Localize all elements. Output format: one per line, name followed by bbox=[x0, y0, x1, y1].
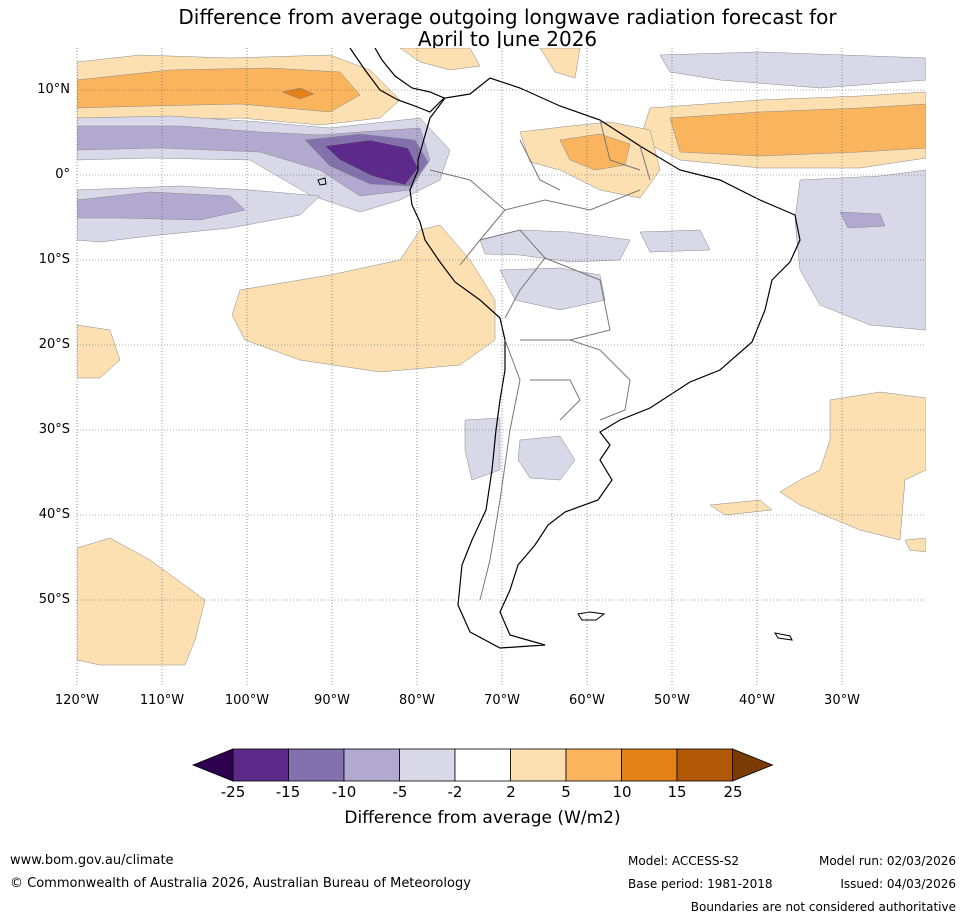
lat-label: 20°S bbox=[38, 337, 70, 352]
lon-label: 90°W bbox=[314, 693, 350, 708]
colorbar-segment bbox=[399, 748, 456, 782]
positive-anomaly-region bbox=[904, 537, 926, 553]
positive-anomaly-region bbox=[231, 224, 496, 373]
colorbar-segment bbox=[232, 748, 289, 782]
colorbar-segment bbox=[510, 748, 567, 782]
copyright-text: © Commonwealth of Australia 2026, Austra… bbox=[10, 876, 471, 891]
negative-anomaly-region bbox=[77, 191, 246, 221]
colorbar-max-arrow bbox=[732, 748, 774, 782]
lon-label: 110°W bbox=[139, 693, 185, 708]
positive-anomaly-region bbox=[669, 103, 926, 157]
lat-label: 30°S bbox=[38, 422, 70, 437]
positive-anomaly-region bbox=[399, 48, 481, 71]
issued-date: Issued: 04/03/2026 bbox=[840, 877, 956, 891]
site-url: www.bom.gov.au/climate bbox=[10, 853, 174, 868]
model-run-date: Model run: 02/03/2026 bbox=[818, 854, 956, 868]
lat-label: 40°S bbox=[38, 507, 70, 522]
colorbar-tick: -2 bbox=[447, 783, 463, 801]
colorbar-label: Difference from average (W/m2) bbox=[344, 808, 621, 828]
positive-anomaly-region bbox=[539, 48, 581, 79]
colorbar-tick: -10 bbox=[331, 783, 357, 801]
country-borders bbox=[429, 119, 651, 601]
lon-label: 70°W bbox=[484, 693, 520, 708]
colorbar-tick: 5 bbox=[561, 783, 571, 801]
negative-anomaly-region bbox=[659, 51, 926, 89]
south-america-coastline bbox=[409, 77, 801, 649]
negative-anomaly-region bbox=[639, 229, 711, 253]
positive-anomaly-region bbox=[779, 391, 926, 541]
colorbar-tick: 15 bbox=[667, 783, 687, 801]
positive-anomaly-region bbox=[77, 324, 121, 379]
colorbar-min-arrow bbox=[191, 748, 234, 782]
colorbar-tick: -5 bbox=[392, 783, 408, 801]
colorbar-tick: -25 bbox=[220, 783, 246, 801]
map-gridlines bbox=[76, 48, 926, 686]
central-america-coastline bbox=[349, 48, 446, 113]
lat-label: 10°S bbox=[38, 252, 70, 267]
lat-label: 0° bbox=[55, 167, 70, 182]
colorbar-tick: -15 bbox=[275, 783, 301, 801]
positive-anomaly-region bbox=[77, 537, 206, 666]
lon-label: 40°W bbox=[739, 693, 775, 708]
map-title-line1: Difference from average outgoing longwav… bbox=[178, 5, 837, 29]
lon-label: 100°W bbox=[224, 693, 270, 708]
south-georgia-island bbox=[773, 632, 793, 641]
colorbar-segment bbox=[343, 748, 400, 782]
colorbar-segment bbox=[454, 748, 511, 782]
positive-anomaly-region bbox=[281, 87, 315, 100]
negative-anomaly-region bbox=[464, 417, 501, 481]
positive-anomaly-region bbox=[709, 499, 773, 516]
lon-label: 50°W bbox=[654, 693, 690, 708]
colorbar-tick: 25 bbox=[723, 783, 743, 801]
boundaries-disclaimer: Boundaries are not considered authoritat… bbox=[690, 900, 956, 914]
lon-label: 120°W bbox=[54, 693, 100, 708]
base-period: Base period: 1981-2018 bbox=[628, 877, 773, 891]
colorbar-segment bbox=[676, 748, 733, 782]
colorbar-segment bbox=[621, 748, 678, 782]
lat-label: 50°S bbox=[38, 592, 70, 607]
anomaly-shading bbox=[77, 48, 926, 666]
galapagos-islands bbox=[317, 177, 327, 186]
lon-label: 80°W bbox=[399, 693, 435, 708]
negative-anomaly-region bbox=[324, 139, 419, 186]
negative-anomaly-region bbox=[517, 435, 576, 481]
colorbar-segment bbox=[565, 748, 622, 782]
colorbar-tick: 10 bbox=[612, 783, 632, 801]
negative-anomaly-region bbox=[839, 211, 886, 229]
colorbar-segment bbox=[288, 748, 345, 782]
map-title-line2: April to June 2026 bbox=[417, 27, 598, 51]
falkland-islands bbox=[577, 611, 606, 621]
colorbar bbox=[191, 748, 774, 782]
negative-anomaly-region bbox=[794, 169, 926, 331]
colorbar-tick: 2 bbox=[506, 783, 516, 801]
lon-label: 30°W bbox=[824, 693, 860, 708]
olr-anomaly-map bbox=[76, 48, 926, 686]
lat-label: 10°N bbox=[37, 82, 70, 97]
model-name: Model: ACCESS-S2 bbox=[628, 854, 740, 868]
lon-label: 60°W bbox=[569, 693, 605, 708]
